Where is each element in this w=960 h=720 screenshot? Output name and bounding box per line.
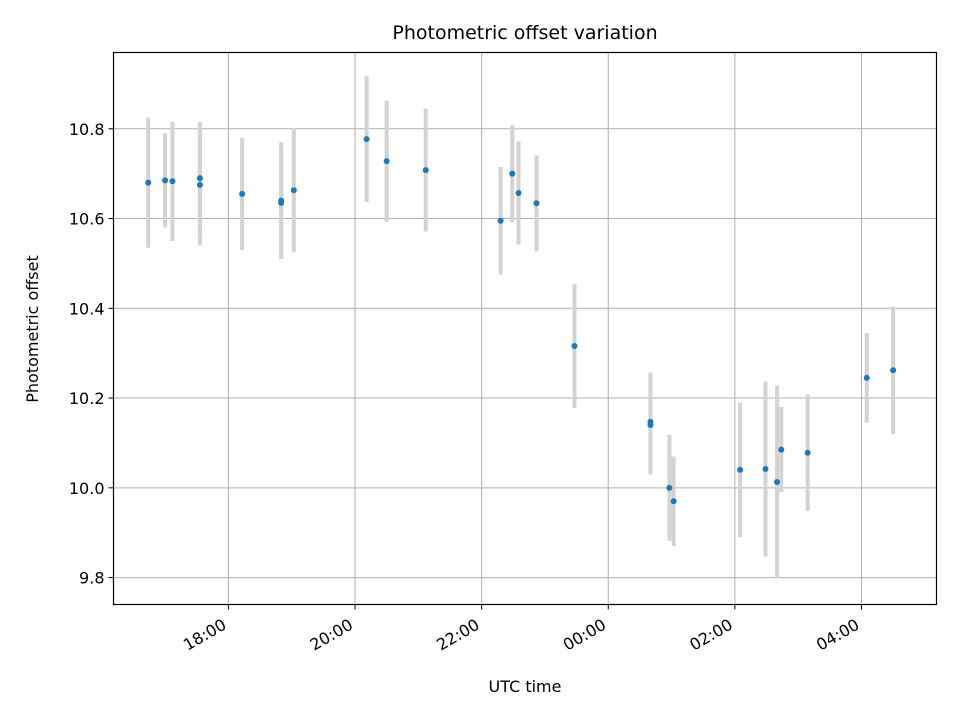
data-point	[666, 484, 673, 491]
data-point	[497, 217, 504, 224]
data-point	[515, 189, 522, 196]
y-tick-label: 10.6	[69, 210, 105, 229]
y-tick-label: 10.2	[69, 389, 105, 408]
data-point	[533, 200, 540, 207]
data-point	[278, 199, 285, 206]
y-tick-label: 10.8	[69, 120, 105, 139]
data-point	[778, 446, 785, 453]
y-axis-label: Photometric offset	[23, 255, 42, 403]
data-point	[670, 498, 677, 505]
y-axis-ticks: 9.8 10.0 10.2 10.4 10.6 10.8	[69, 120, 114, 588]
data-point	[804, 449, 811, 456]
data-point	[363, 136, 370, 143]
y-tick-label: 10.4	[69, 299, 105, 318]
data-point	[239, 190, 246, 197]
data-point	[571, 343, 578, 350]
data-point	[196, 175, 203, 182]
y-tick-label: 9.8	[79, 569, 104, 588]
data-point	[422, 167, 429, 174]
data-point	[162, 177, 169, 184]
chart-title: Photometric offset variation	[392, 22, 657, 44]
data-point	[290, 187, 297, 194]
data-point	[737, 466, 744, 473]
data-point	[762, 465, 769, 472]
data-points	[145, 136, 897, 505]
grid	[113, 52, 937, 605]
data-point	[509, 170, 516, 177]
y-tick-label: 10.0	[69, 479, 105, 498]
data-point	[169, 178, 176, 185]
data-point	[383, 158, 390, 165]
data-point	[196, 181, 203, 188]
x-axis-label: UTC time	[489, 677, 562, 696]
data-point	[145, 179, 152, 186]
data-point	[647, 421, 654, 428]
plot-frame	[112, 51, 938, 606]
data-point	[863, 374, 870, 381]
data-point	[774, 478, 781, 485]
data-point	[890, 367, 897, 374]
